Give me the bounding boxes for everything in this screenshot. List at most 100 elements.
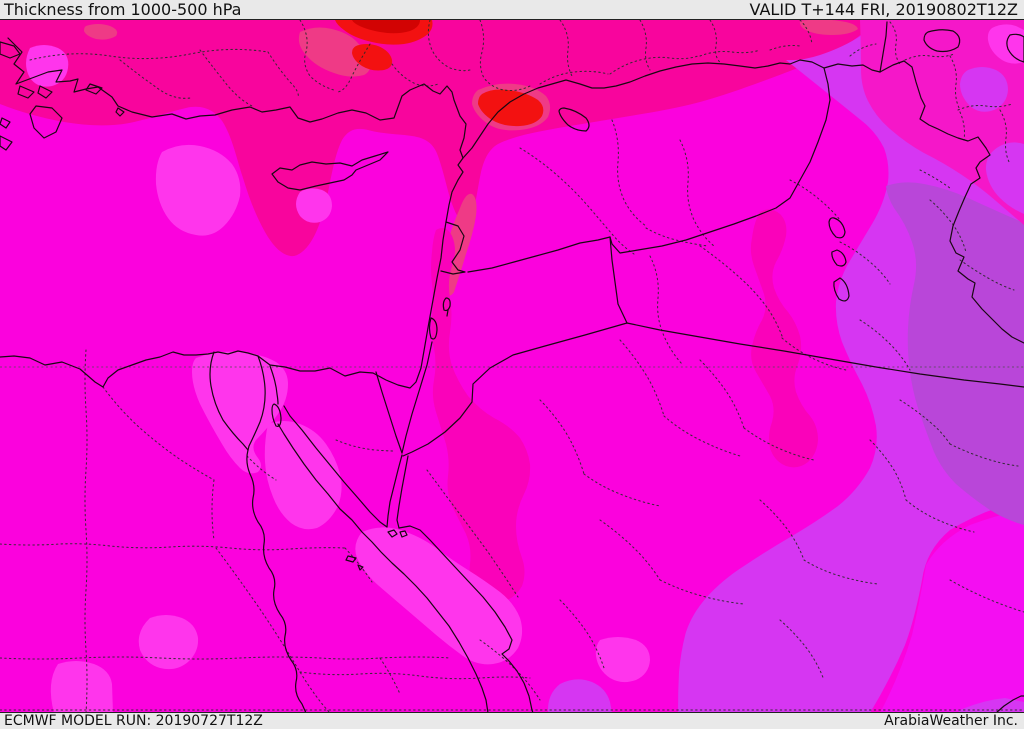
map-title: Thickness from 1000-500 hPa [4, 0, 242, 19]
thickness-map-svg [0, 20, 1024, 713]
island [0, 117, 11, 129]
ne-violet-patch-2 [985, 142, 1024, 214]
admin-line [479, 20, 531, 92]
turkey-iraq-border [823, 63, 881, 73]
bright-aegean [26, 45, 69, 87]
island [0, 41, 21, 59]
lake-assad [558, 107, 590, 132]
admin-line [84, 349, 88, 713]
fill-southeast-magenta [880, 510, 1024, 713]
jordan-saudi-border [402, 322, 628, 457]
fill-violet-corner-lobe [958, 698, 1024, 713]
admin-line [391, 63, 439, 87]
solid-map-lines [0, 21, 1024, 713]
admin-line [559, 20, 573, 77]
island [85, 83, 103, 95]
wadi-araba-line [401, 341, 433, 454]
bright-bottom-left-2 [50, 661, 113, 713]
turkey-syria-border [462, 59, 825, 159]
footer-bar: ECMWF MODEL RUN: 20190727T12Z ArabiaWeat… [0, 712, 1024, 729]
model-run-label: ECMWF MODEL RUN: 20190727T12Z [4, 713, 263, 729]
admin-line [215, 547, 331, 713]
admin-line [246, 455, 373, 583]
fill-deep-violet-band [886, 182, 1024, 525]
admin-line [781, 241, 891, 371]
israel-egypt-border [375, 371, 403, 454]
island-rhodes [29, 105, 63, 139]
bright-south-of-cyprus [296, 188, 332, 223]
jordan-iraq-border [609, 236, 628, 324]
admin-line [0, 543, 346, 551]
island [115, 107, 125, 117]
tiran-islands [345, 529, 408, 571]
gulf-of-aqaba-east-shore [396, 455, 409, 529]
admin-line [769, 20, 877, 57]
iraqi-lakes [828, 217, 850, 302]
admin-line [649, 255, 683, 365]
admin-line [859, 319, 911, 371]
bright-bottom-left-1 [138, 615, 199, 670]
admin-line [759, 499, 879, 585]
admin-line [519, 147, 635, 255]
bright-east-of-nile [264, 421, 342, 530]
admin-line [599, 519, 745, 605]
admin-line [919, 169, 1015, 291]
admin-line [559, 599, 605, 669]
admin-line [337, 43, 371, 93]
island [0, 135, 13, 151]
rose-northeast-streak [799, 20, 858, 35]
admin-line [889, 21, 955, 65]
suez-canal [269, 365, 279, 405]
rose-aegean-streak [84, 24, 118, 40]
admin-line [609, 55, 699, 75]
admin-line [0, 656, 451, 695]
admin-line [699, 359, 815, 461]
admin-line [199, 49, 253, 107]
jordan-river [446, 309, 449, 317]
lake-van [923, 29, 961, 53]
dead-sea [428, 317, 438, 340]
admin-line [699, 245, 783, 337]
admin-line [639, 20, 651, 71]
fill-violet-lobe-bottom [547, 679, 612, 713]
admin-line [699, 49, 761, 57]
rose-west-turkey [298, 27, 371, 77]
admin-line [949, 55, 1013, 165]
thickness-map [0, 20, 1024, 713]
gulf-coast-corner [995, 695, 1024, 713]
valid-time-label: VALID T+144 FRI, 20190802T12Z [749, 0, 1018, 19]
ne-violet-patch-1 [960, 67, 1008, 112]
sinai-west-coast [283, 405, 388, 528]
admin-line [869, 439, 975, 533]
bright-sw-anatolia [155, 144, 241, 236]
red-west-anatolia [352, 44, 393, 71]
nile-delta-west-branch [209, 351, 249, 451]
admin-line [102, 386, 215, 541]
admin-line [899, 399, 1019, 467]
brand-label: ArabiaWeather Inc. [884, 713, 1018, 729]
admin-line [29, 48, 269, 61]
bright-bottom-middle [595, 637, 650, 683]
rose-lebanon [442, 193, 477, 296]
header-bar: Thickness from 1000-500 hPa VALID T+144 … [0, 0, 1024, 20]
cyprus-island [271, 151, 389, 191]
bitter-lakes [271, 403, 282, 427]
admin-line [539, 70, 609, 85]
lake [833, 277, 850, 302]
lake-urmia [1006, 33, 1024, 63]
fill-top-pink-band [0, 20, 876, 257]
nile-river [246, 449, 307, 713]
thickness-fill-regions [0, 20, 1024, 713]
admin-line [539, 399, 661, 507]
admin-line [619, 339, 741, 457]
saudi-red-sea-coast [398, 525, 534, 713]
fill-northeast-violet-patches [960, 67, 1024, 214]
gulf-of-suez-african-shore-and-red-sea-west-coast [277, 423, 489, 713]
iraq-saudi-border [626, 322, 1024, 388]
admin-line [426, 469, 519, 598]
turkey-iran-border [879, 21, 888, 73]
nile-delta-east-branch [247, 355, 266, 451]
pink-chain-east-syria [750, 209, 818, 468]
lake [828, 217, 846, 239]
